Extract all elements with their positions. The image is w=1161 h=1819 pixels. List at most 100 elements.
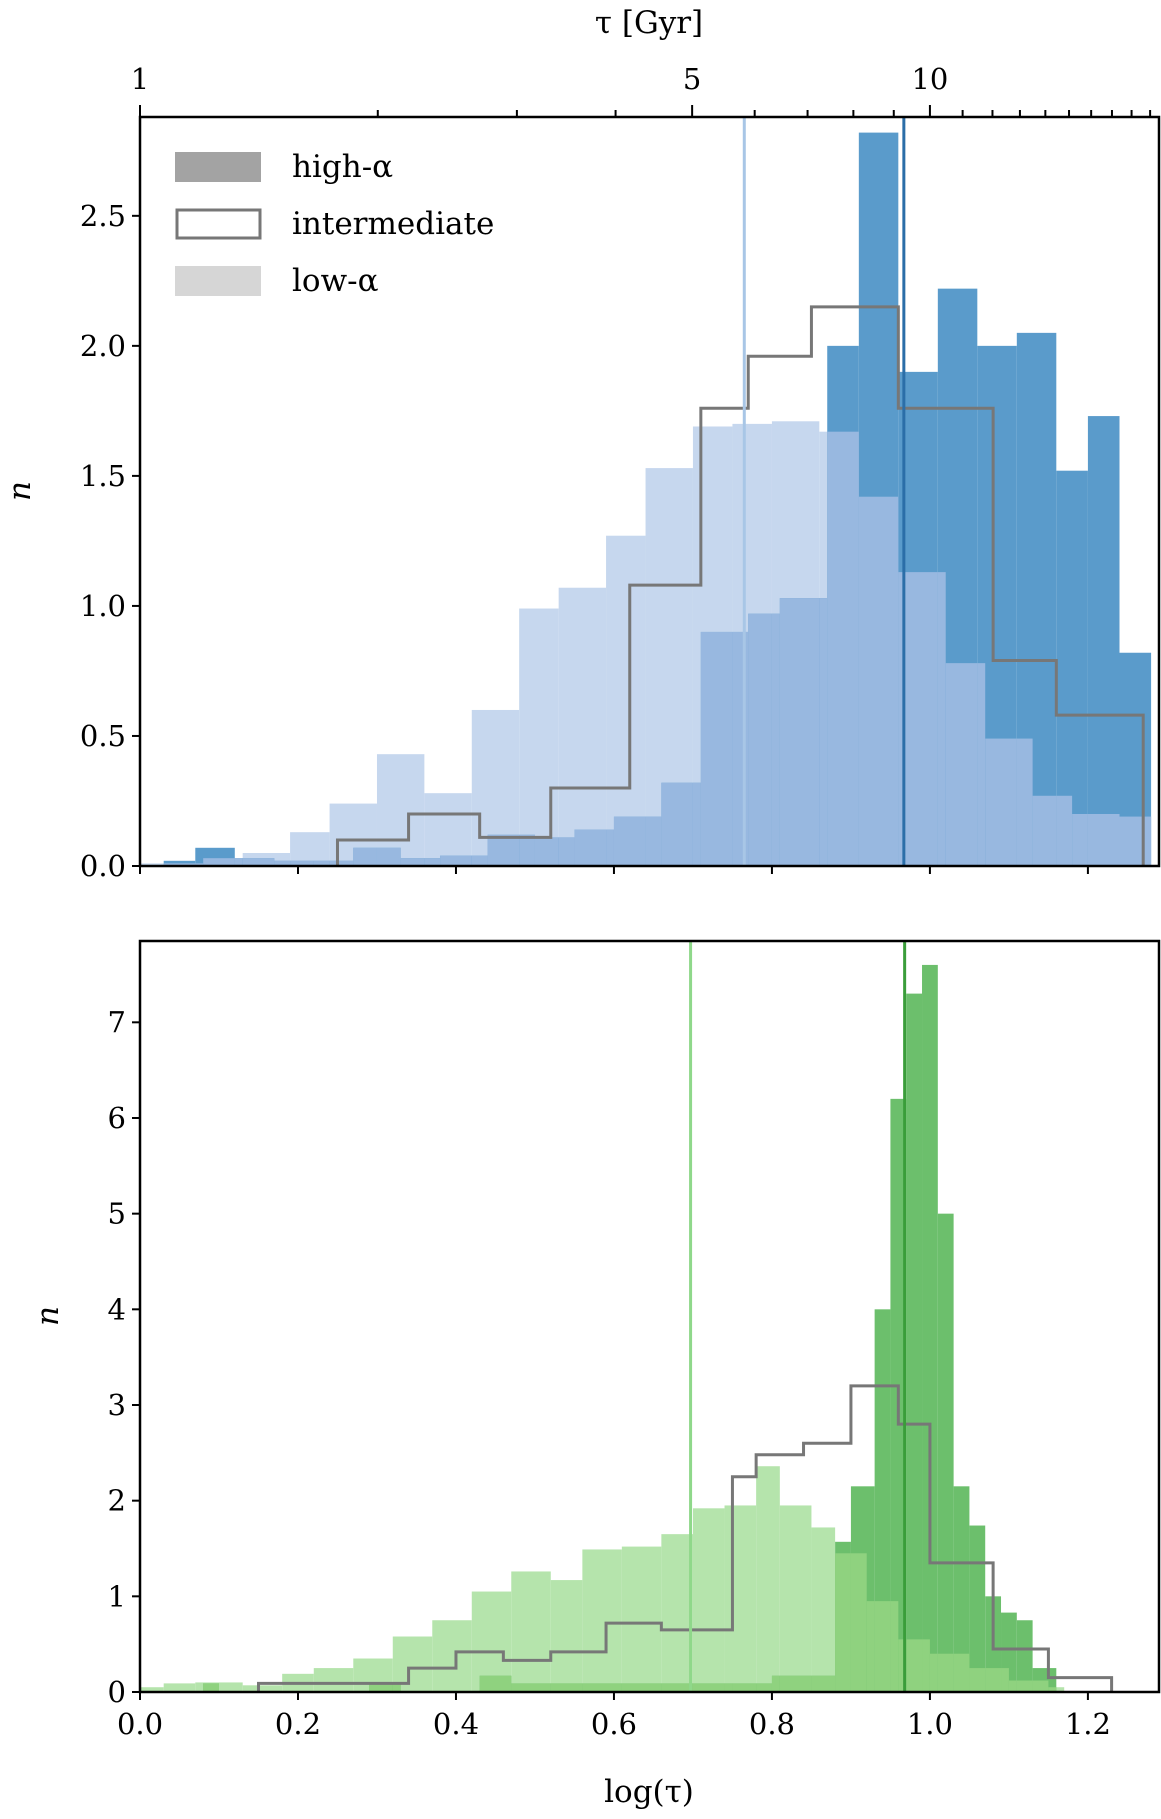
x-tick-label: 0.8 [749, 1707, 795, 1741]
overlap-bar [922, 1639, 930, 1692]
x-tick-label: 0.4 [433, 1707, 479, 1741]
low-alpha-bar [582, 1549, 622, 1692]
overlap-bar [819, 598, 828, 866]
overlap-bar [700, 631, 733, 866]
overlap-bar [929, 1653, 938, 1692]
y-tick-label: 2 [108, 1484, 126, 1518]
overlap-bar [748, 613, 772, 866]
overlap-bar [1056, 795, 1073, 866]
overlap-bar [969, 1668, 986, 1692]
y-tick-label: 4 [108, 1292, 126, 1326]
overlap-bar [424, 858, 441, 866]
top-bars-layer [140, 117, 1152, 867]
bottom-ticks-layer: 0 1 2 3 4 5 6 7 0.0 0.2 0.4 0.6 0.8 1.0 1.2 [108, 1005, 1111, 1741]
low-alpha-bar [519, 608, 559, 866]
high-alpha-bar [1087, 416, 1120, 866]
low-alpha-bar [290, 832, 330, 866]
y-tick-label: 7 [108, 1005, 126, 1039]
overlap-bar [850, 1553, 867, 1692]
overlap-bar [163, 863, 196, 866]
overlap-bar [811, 1675, 836, 1692]
high-alpha-bar [953, 1486, 970, 1692]
legend-swatch-low-alpha [175, 266, 261, 296]
low-alpha-bar [140, 863, 164, 866]
y-tick-label: 3 [108, 1388, 126, 1422]
high-alpha-bar [937, 1213, 954, 1692]
bottom-plot-frame [138, 939, 1161, 1694]
low-alpha-bar [558, 587, 607, 866]
overlap-bar [858, 496, 899, 866]
overlap-bar [890, 1601, 899, 1692]
overlap-bar [1032, 1680, 1049, 1692]
low-alpha-bar [606, 535, 646, 866]
high-alpha-bar [906, 993, 923, 1692]
bottom-histogram-panel: 0 1 2 3 4 5 6 7 0.0 0.2 0.4 0.6 0.8 1.0 1.2 log(τ) n [30, 939, 1161, 1810]
overlap-bar [329, 860, 354, 866]
overlap-bar [290, 860, 314, 866]
overlap-bar [771, 613, 780, 866]
overlap-bar [1087, 813, 1120, 866]
low-alpha-bar [811, 1527, 836, 1692]
overlap-bar [835, 1553, 851, 1692]
low-alpha-bar [140, 1687, 164, 1692]
legend-label: intermediate [292, 206, 494, 242]
overlap-bar [732, 631, 749, 866]
legend: high-α intermediate low-α [175, 149, 494, 299]
overlap-bar [313, 860, 330, 866]
overlap-bar [621, 1683, 662, 1692]
top-tick-label: 1 [131, 62, 149, 96]
overlap-bar [692, 782, 701, 866]
overlap-bar [732, 1683, 757, 1692]
overlap-bar [827, 431, 859, 866]
overlap-bar [487, 834, 520, 866]
overlap-bar [661, 782, 693, 866]
overlap-bar [779, 1675, 812, 1692]
low-alpha-bar [432, 1620, 472, 1692]
legend-label: high-α [292, 149, 393, 185]
overlap-bar [771, 1675, 780, 1692]
overlap-bar [519, 834, 535, 866]
overlap-bar [1032, 795, 1057, 866]
overlap-bar [369, 1683, 393, 1692]
overlap-bar [1048, 1687, 1057, 1692]
top-plot-frame [138, 115, 1161, 868]
overlap-bar [985, 738, 1017, 866]
low-alpha-bar [779, 1505, 812, 1692]
y-tick-label: 6 [108, 1101, 126, 1135]
overlap-bar [582, 1683, 622, 1692]
x-tick-label: 0.6 [591, 1707, 637, 1741]
low-alpha-bar [242, 1685, 283, 1692]
top-tick-label: 10 [911, 62, 948, 96]
overlap-bar [353, 847, 377, 866]
overlap-bar [953, 1653, 970, 1692]
overlap-bar [606, 829, 614, 866]
y-tick-label: 0.5 [80, 719, 126, 753]
overlap-bar [574, 829, 607, 866]
overlap-bar [756, 1683, 772, 1692]
y-tick-label: 1.5 [80, 459, 126, 493]
legend-swatch-intermediate [175, 208, 262, 240]
high-alpha-bar [1016, 1620, 1033, 1692]
overlap-bar [692, 1683, 725, 1692]
overlap-bar [985, 1668, 1002, 1692]
low-alpha-bar [550, 1580, 583, 1692]
overlap-bar [203, 1683, 219, 1692]
overlap-bar [937, 572, 946, 866]
bottom-y-axis-label: n [30, 1306, 66, 1326]
overlap-bar [874, 1601, 891, 1692]
overlap-bar [898, 1639, 907, 1692]
overlap-bar [234, 858, 243, 866]
low-alpha-bar [692, 1508, 725, 1692]
overlap-bar [661, 1683, 693, 1692]
overlap-bar [1016, 1680, 1033, 1692]
y-tick-label: 0.0 [80, 849, 126, 883]
x-tick-label: 1.2 [1065, 1707, 1111, 1741]
overlap-bar [613, 816, 646, 866]
y-tick-label: 2.5 [80, 199, 126, 233]
low-alpha-bar [621, 1546, 662, 1692]
low-alpha-bar [471, 1591, 512, 1692]
y-tick-label: 0 [108, 1675, 126, 1709]
low-alpha-bar [661, 1534, 693, 1692]
overlap-bar [945, 663, 978, 866]
